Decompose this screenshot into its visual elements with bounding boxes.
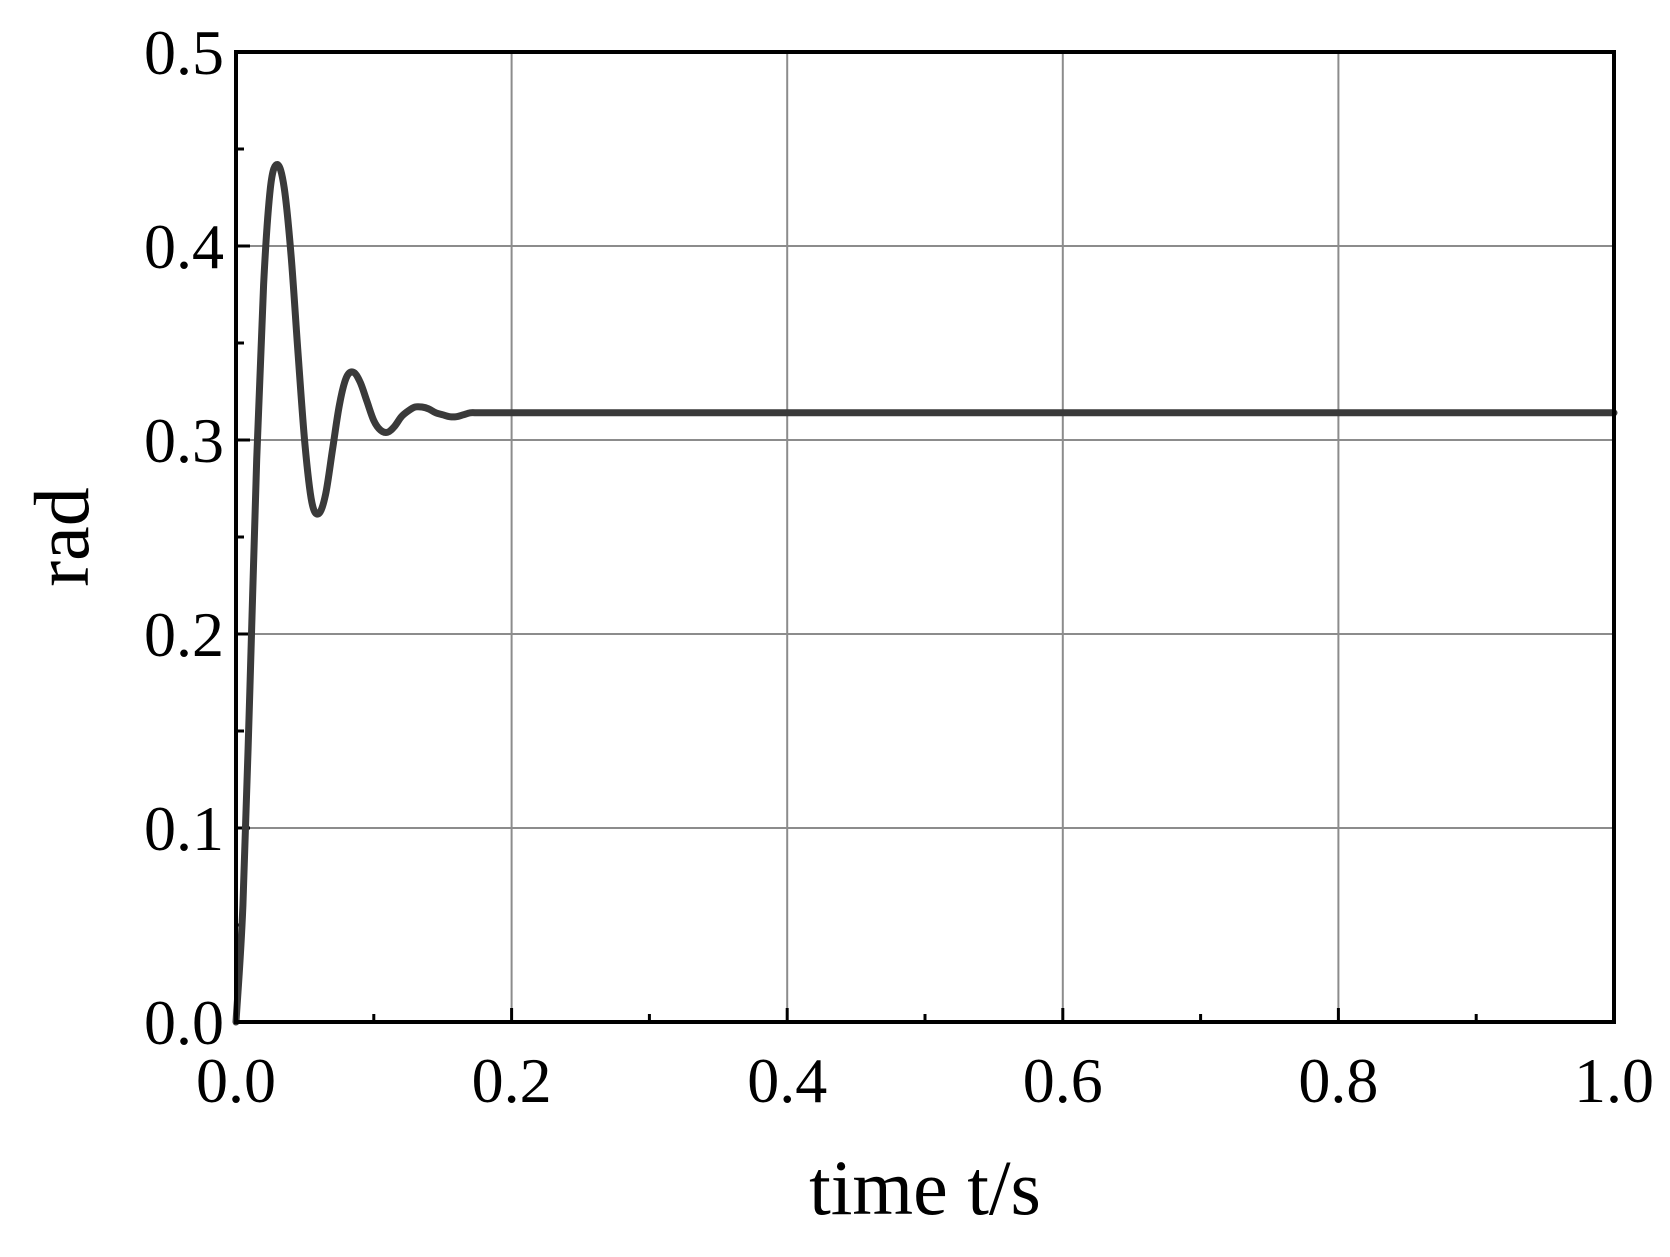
- x-tick-label: 0.0: [196, 1045, 276, 1116]
- x-tick-labels: 0.0 0.2 0.4 0.6 0.8 1.0: [196, 1045, 1654, 1116]
- x-tick-label: 0.4: [747, 1045, 827, 1116]
- y-tick-label: 0.3: [144, 405, 224, 476]
- x-tick-label: 1.0: [1574, 1045, 1654, 1116]
- x-axis-title: time t/s: [809, 1144, 1041, 1231]
- major-ticks: [234, 50, 1616, 1024]
- x-tick-label: 0.6: [1023, 1045, 1103, 1116]
- y-tick-label: 0.4: [144, 211, 224, 282]
- y-tick-label: 0.0: [144, 987, 224, 1058]
- plot-frame: [234, 50, 1616, 1024]
- minor-ticks: [236, 147, 1478, 1022]
- y-axis-title: rad: [18, 487, 105, 587]
- series-line: [232, 161, 1618, 1026]
- grid: [236, 52, 1614, 1022]
- y-tick-label: 0.5: [144, 17, 224, 88]
- y-tick-label: 0.1: [144, 793, 224, 864]
- y-tick-labels: 0.0 0.1 0.2 0.3 0.4 0.5: [144, 17, 224, 1058]
- y-tick-label: 0.2: [144, 599, 224, 670]
- x-tick-label: 0.8: [1298, 1045, 1378, 1116]
- x-tick-label: 0.2: [472, 1045, 552, 1116]
